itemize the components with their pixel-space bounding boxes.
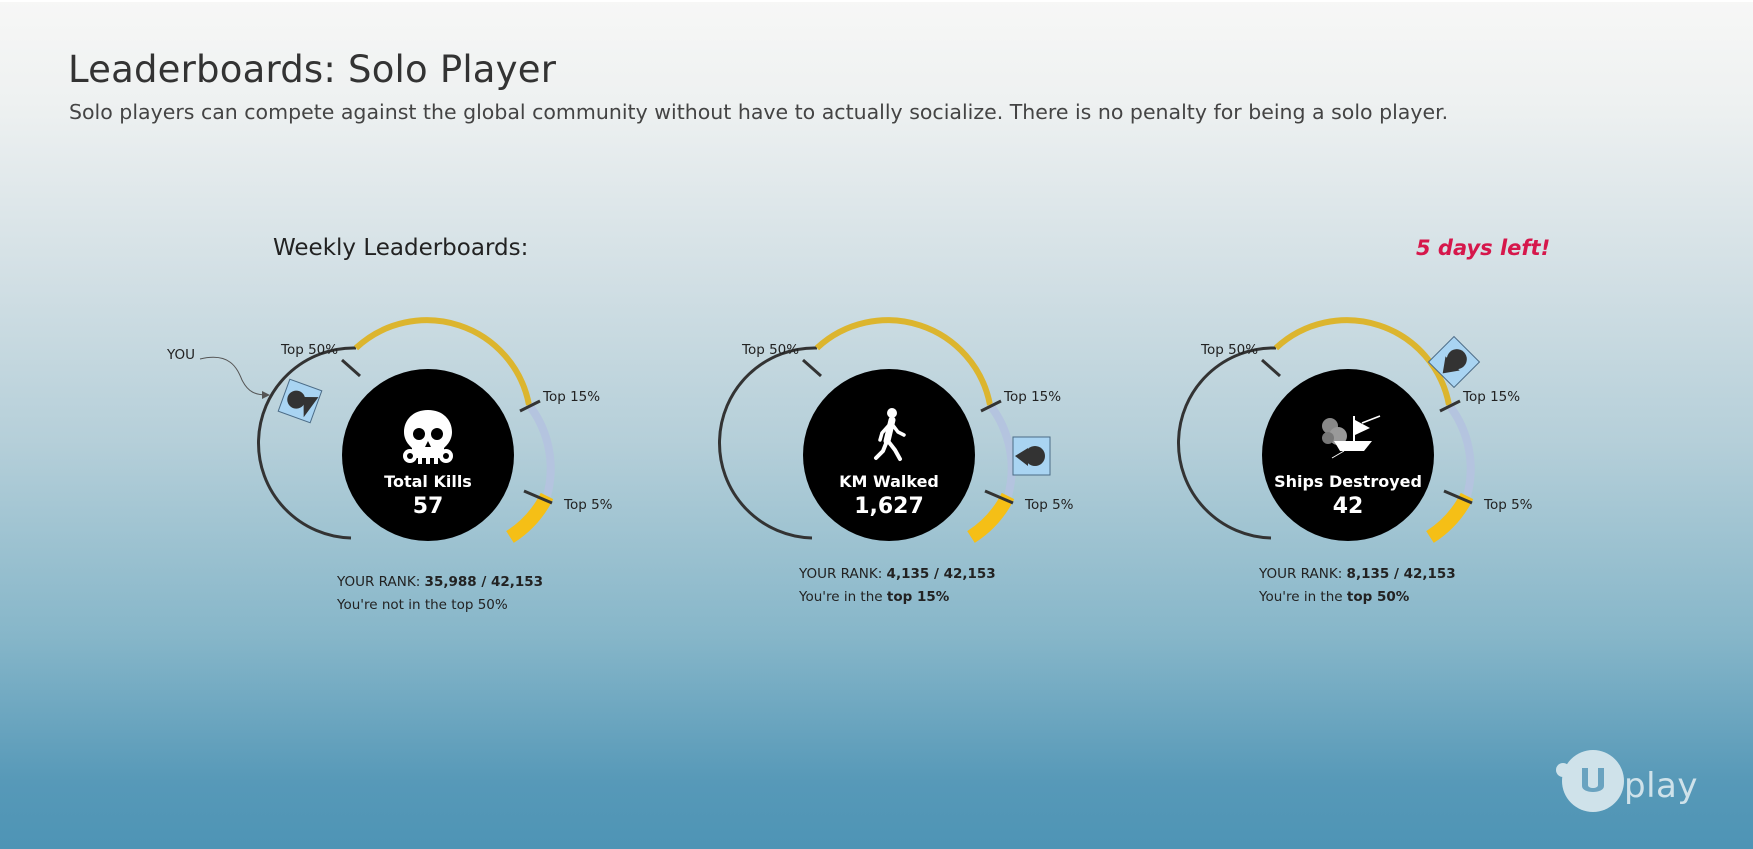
rank-ring — [256, 317, 555, 543]
your-rank: YOUR RANK: 35,988 / 42,153 — [337, 571, 543, 594]
stat-value: 42 — [1332, 494, 1364, 519]
your-rank: YOUR RANK: 8,135 / 42,153 — [1259, 563, 1456, 586]
rank-value: 4,135 / 42,153 — [886, 566, 996, 582]
player-marker[interactable] — [1427, 335, 1481, 389]
you-arrow — [199, 356, 270, 399]
tick-top-15: Top 15% — [1004, 389, 1062, 405]
skull-icon — [403, 410, 453, 464]
your-rank: YOUR RANK: 4,135 / 42,153 — [799, 563, 996, 586]
tick-top-5: Top 5% — [1025, 497, 1074, 513]
time-left-label: 5 days left! — [1416, 236, 1551, 260]
rank-value: 8,135 / 42,153 — [1346, 566, 1456, 582]
player-marker[interactable] — [1012, 436, 1051, 476]
leaderboard-ships-destroyed[interactable]: Top 50% Top 15% Top 5% Ships Destroyed 4… — [1158, 308, 1658, 638]
rank-status: You're not in the top 50% — [337, 597, 508, 613]
weekly-heading: Weekly Leaderboards: — [273, 235, 529, 261]
top-border — [0, 0, 1753, 2]
player-marker[interactable] — [277, 378, 323, 424]
rank-prefix: YOUR RANK: — [337, 574, 425, 590]
tick-top-15: Top 15% — [1463, 389, 1521, 405]
you-label: YOU — [167, 347, 196, 363]
status-tier: top 15% — [886, 589, 950, 605]
stat-value: 57 — [412, 494, 444, 519]
logo-wordmark: play — [1624, 766, 1698, 806]
tick-top-50: Top 50% — [1201, 342, 1259, 358]
stat-label: Ships Destroyed — [1274, 472, 1422, 491]
rank-ring — [1176, 317, 1481, 543]
stat-label: KM Walked — [839, 472, 939, 491]
rank-status: You're in the top 15% — [799, 586, 949, 609]
page-title: Leaderboards: Solo Player — [68, 48, 557, 91]
status-prefix: You're in the — [1259, 589, 1347, 605]
tick-top-5: Top 5% — [1484, 497, 1533, 513]
rank-prefix: YOUR RANK: — [799, 566, 887, 582]
tick-top-50: Top 50% — [281, 342, 339, 358]
tick-top-5: Top 5% — [564, 497, 613, 513]
ship-icon — [1322, 415, 1381, 459]
rank-status: You're in the top 50% — [1259, 586, 1409, 609]
rank-ring — [717, 317, 1051, 543]
walking-person-icon — [874, 408, 906, 461]
uplay-logo — [1556, 750, 1624, 812]
status-prefix: You're in the — [799, 589, 887, 605]
stat-value: 1,627 — [854, 494, 924, 519]
leaderboard-km-walked[interactable]: Top 50% Top 15% Top 5% KM Walked 1,627 Y… — [699, 308, 1199, 638]
rank-value: 35,988 / 42,153 — [424, 574, 544, 590]
page-subtitle: Solo players can compete against the glo… — [69, 100, 1449, 124]
status-tier: top 50% — [1346, 589, 1410, 605]
tick-top-50: Top 50% — [742, 342, 800, 358]
leaderboard-total-kills[interactable]: Top 50% Top 15% Top 5% Total Kills 57 YO… — [238, 308, 738, 638]
stat-label: Total Kills — [384, 472, 472, 491]
tick-top-15: Top 15% — [543, 389, 601, 405]
rank-prefix: YOUR RANK: — [1259, 566, 1347, 582]
